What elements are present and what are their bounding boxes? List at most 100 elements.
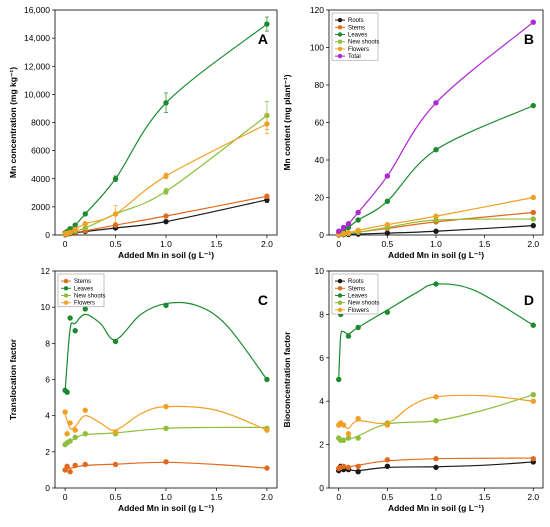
legend-label: New shoots bbox=[348, 40, 379, 46]
legend-label: Stems bbox=[348, 25, 365, 31]
x-tick-label: 1.0 bbox=[430, 492, 442, 502]
series-roots bbox=[336, 459, 536, 475]
y-tick-label: 0 bbox=[45, 230, 50, 240]
data-point bbox=[112, 222, 119, 228]
data-point bbox=[345, 435, 352, 441]
legend-label: Roots bbox=[348, 18, 364, 24]
series-stems bbox=[336, 456, 536, 472]
panel-letter: C bbox=[258, 292, 268, 308]
data-point bbox=[530, 19, 536, 25]
series-leaves bbox=[62, 16, 270, 236]
data-point bbox=[67, 420, 73, 426]
data-point bbox=[345, 464, 352, 471]
y-tick-label: 16,000 bbox=[24, 5, 50, 15]
data-point bbox=[384, 221, 391, 228]
panel-letter: A bbox=[258, 31, 268, 47]
x-tick-label: 1.5 bbox=[479, 239, 491, 249]
y-tick-label: 8000 bbox=[31, 118, 50, 128]
data-point bbox=[530, 322, 536, 328]
data-point bbox=[163, 403, 169, 410]
x-tick-label: 0.5 bbox=[110, 492, 122, 502]
panel-a: 0 0.5 1.0 1.5 2.0 0 2000 4000 6000 8000 10,000 12,0… bbox=[8, 5, 278, 260]
data-point bbox=[345, 230, 352, 236]
series-leaves bbox=[62, 301, 270, 395]
y-tick-label: 20 bbox=[315, 193, 325, 203]
x-tick-label: 1.0 bbox=[430, 239, 442, 249]
data-point bbox=[67, 315, 73, 321]
y-tick-label: 12 bbox=[41, 266, 51, 276]
x-axis-title: Added Mn in soil (g L⁻¹) bbox=[118, 503, 214, 513]
y-tick-label: 2 bbox=[319, 440, 324, 450]
y-axis-title: Translocation factor bbox=[8, 338, 18, 420]
x-tick-label: 0.5 bbox=[110, 239, 122, 249]
data-point bbox=[72, 327, 78, 334]
series-line bbox=[338, 394, 534, 440]
legend-label: Flowers bbox=[74, 301, 95, 307]
x-tick-label: 2.0 bbox=[527, 492, 539, 502]
x-tick-label: 1.0 bbox=[160, 239, 172, 249]
legend-label: Stems bbox=[74, 279, 91, 285]
data-point bbox=[355, 415, 361, 422]
data-point bbox=[82, 225, 88, 231]
x-tick-label: 0.5 bbox=[381, 492, 393, 502]
legend-label: Roots bbox=[348, 279, 364, 285]
data-point bbox=[112, 461, 119, 468]
y-tick-label: 4 bbox=[45, 411, 50, 421]
legend-swatch-marker bbox=[63, 286, 69, 291]
data-point bbox=[72, 434, 78, 441]
legend-swatch-marker bbox=[337, 307, 343, 313]
y-tick-label: 0 bbox=[45, 483, 50, 493]
data-point bbox=[112, 338, 119, 345]
data-point bbox=[530, 216, 536, 222]
data-point bbox=[67, 229, 73, 235]
data-point bbox=[163, 188, 169, 195]
series-total bbox=[336, 19, 536, 234]
y-tick-label: 60 bbox=[315, 118, 325, 128]
data-point bbox=[384, 230, 391, 236]
data-point bbox=[355, 209, 361, 216]
data-point bbox=[384, 422, 391, 428]
legend-label: Leaves bbox=[348, 294, 367, 300]
panel-c: 0 0.5 1.0 1.5 2.0 0 2 4 6 8 10 12 Added Mn in soil (… bbox=[8, 266, 278, 513]
x-axis-title: Added Mn in soil (g L⁻¹) bbox=[388, 503, 484, 513]
data-point bbox=[433, 217, 439, 223]
data-point bbox=[384, 457, 391, 463]
x-tick-label: 2.0 bbox=[261, 492, 273, 502]
data-point bbox=[530, 456, 536, 462]
data-point bbox=[163, 213, 169, 219]
y-tick-label: 6000 bbox=[31, 146, 50, 156]
data-point bbox=[530, 209, 536, 216]
y-tick-label: 100 bbox=[310, 43, 324, 53]
data-point bbox=[340, 422, 347, 428]
series-line bbox=[64, 301, 268, 393]
x-tick-label: 2.0 bbox=[527, 239, 539, 249]
data-point bbox=[355, 463, 361, 469]
y-tick-label: 4 bbox=[319, 396, 324, 406]
data-point bbox=[264, 427, 270, 433]
y-tick-label: 8 bbox=[45, 338, 50, 348]
y-tick-label: 10,000 bbox=[24, 89, 50, 99]
data-point bbox=[433, 281, 439, 287]
data-point bbox=[72, 427, 78, 433]
legend-swatch-marker bbox=[337, 293, 343, 298]
data-point bbox=[384, 309, 391, 315]
data-point bbox=[340, 463, 347, 469]
legend-swatch-marker bbox=[337, 300, 343, 305]
data-point bbox=[62, 409, 68, 415]
data-point bbox=[82, 461, 88, 468]
y-tick-label: 10 bbox=[315, 266, 325, 276]
y-tick-label: 80 bbox=[315, 80, 325, 90]
x-tick-label: 0 bbox=[336, 239, 341, 249]
data-point bbox=[340, 437, 347, 443]
data-point bbox=[355, 435, 361, 441]
y-tick-label: 0 bbox=[319, 483, 324, 493]
data-point bbox=[82, 306, 88, 312]
data-point bbox=[433, 394, 439, 400]
data-point bbox=[530, 102, 536, 109]
data-point bbox=[163, 100, 169, 106]
y-axis-title: Mn concentration (mg kg⁻¹) bbox=[8, 67, 18, 178]
data-point bbox=[345, 431, 352, 437]
